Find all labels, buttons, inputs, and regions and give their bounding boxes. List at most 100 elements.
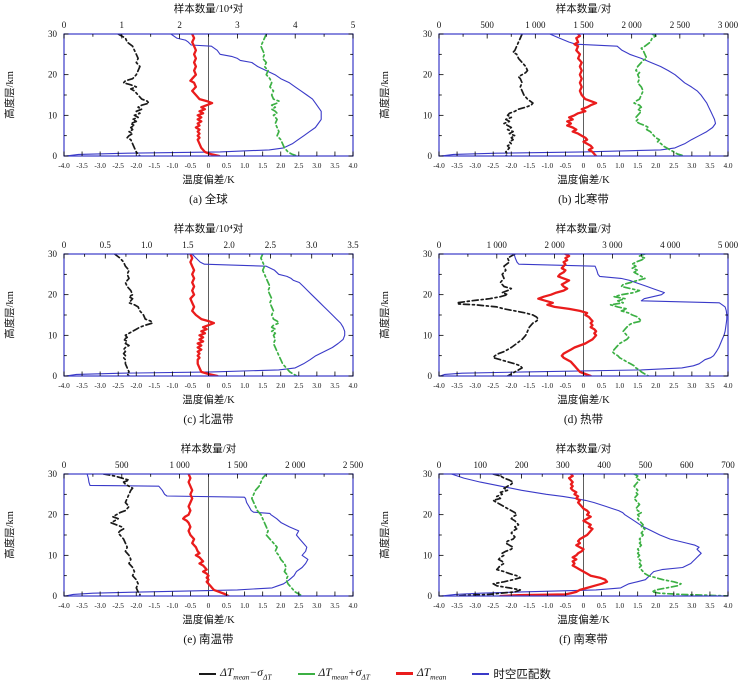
svg-text:0.5: 0.5 — [222, 601, 231, 610]
subplot-e: 0 500 1 000 1 500 2 000 2 500 -4.0 -3.5 -3.0 -2.5… — [0, 440, 375, 660]
svg-text:-3.0: -3.0 — [469, 381, 481, 390]
top-axis-title: 样本数量/对 — [556, 2, 612, 15]
svg-text:-0.5: -0.5 — [560, 161, 572, 170]
legend-swatch-icon — [395, 672, 413, 676]
b-match_count-line — [440, 34, 717, 156]
top-axis-title: 样本数量/对 — [556, 222, 612, 235]
top-axis-title: 样本数量/对 — [556, 442, 612, 455]
svg-text:4.0: 4.0 — [723, 381, 732, 390]
c-t_mean_plus_sigma-line — [260, 254, 298, 376]
f-match_count-line — [440, 474, 702, 596]
svg-text:600: 600 — [680, 460, 694, 470]
svg-text:2.0: 2.0 — [651, 601, 660, 610]
svg-text:2.5: 2.5 — [669, 601, 678, 610]
y-axis-title: 高度层/km — [3, 71, 16, 119]
b-t_mean_plus_sigma-line — [633, 34, 686, 156]
y-axis-title: 高度层/km — [3, 291, 16, 339]
svg-text:2: 2 — [177, 20, 182, 30]
svg-text:-4.0: -4.0 — [58, 381, 70, 390]
subplot-a: 0 1 2 3 4 5 -4.0 -3.5 -3.0 -2.5 -2.0 -1.5 -1.0 -0.5 0 0… — [0, 0, 375, 220]
svg-text:30: 30 — [423, 249, 433, 259]
svg-text:1.0: 1.0 — [240, 161, 249, 170]
svg-text:0.5: 0.5 — [222, 161, 231, 170]
b-t_mean-line — [566, 34, 598, 156]
svg-text:0: 0 — [428, 591, 433, 601]
svg-text:-2.5: -2.5 — [112, 161, 124, 170]
svg-text:0: 0 — [207, 161, 211, 170]
e-t_mean_minus_sigma-line — [102, 474, 141, 596]
svg-text:0: 0 — [62, 20, 67, 30]
svg-text:2.0: 2.0 — [276, 601, 285, 610]
d-t_mean_minus_sigma-line — [456, 254, 540, 376]
svg-text:3.5: 3.5 — [705, 381, 714, 390]
top-axis-title: 样本数量/10⁴对 — [174, 222, 244, 235]
svg-text:30: 30 — [48, 29, 58, 39]
series-group — [440, 34, 717, 156]
axis-ticks — [438, 33, 729, 157]
top-axis-title: 样本数量/对 — [181, 442, 237, 455]
svg-text:3.0: 3.0 — [687, 161, 696, 170]
svg-text:-1.0: -1.0 — [542, 601, 554, 610]
svg-text:-3.0: -3.0 — [94, 601, 106, 610]
svg-text:3 000: 3 000 — [718, 20, 739, 30]
series-group — [65, 34, 322, 156]
svg-text:2 000: 2 000 — [622, 20, 643, 30]
svg-text:2.0: 2.0 — [276, 381, 285, 390]
svg-text:2.5: 2.5 — [265, 240, 277, 250]
svg-text:3 000: 3 000 — [602, 240, 623, 250]
y-axis-title: 高度层/km — [378, 291, 391, 339]
svg-text:-1.0: -1.0 — [542, 161, 554, 170]
legend-label: ΔTmean+σΔT — [318, 666, 370, 682]
svg-text:1.0: 1.0 — [240, 381, 249, 390]
svg-text:-2.0: -2.0 — [505, 601, 517, 610]
svg-text:0: 0 — [582, 161, 586, 170]
subplot-a-chart: 0 1 2 3 4 5 -4.0 -3.5 -3.0 -2.5 -2.0 -1.5 -1.0 -0.5 0 0… — [3, 2, 358, 186]
svg-text:0.5: 0.5 — [597, 601, 606, 610]
svg-text:300: 300 — [556, 460, 570, 470]
svg-text:-3.0: -3.0 — [469, 161, 481, 170]
svg-text:30: 30 — [423, 469, 433, 479]
svg-text:4.0: 4.0 — [723, 601, 732, 610]
svg-text:4.0: 4.0 — [348, 381, 357, 390]
svg-text:0.5: 0.5 — [222, 381, 231, 390]
svg-text:2.0: 2.0 — [651, 161, 660, 170]
d-t_mean-line — [537, 254, 598, 376]
svg-text:-2.5: -2.5 — [112, 381, 124, 390]
svg-text:-1.5: -1.5 — [524, 601, 536, 610]
svg-text:3.0: 3.0 — [687, 381, 696, 390]
svg-text:2 000: 2 000 — [285, 460, 306, 470]
svg-text:500: 500 — [639, 460, 653, 470]
svg-text:1.5: 1.5 — [258, 601, 267, 610]
series-group — [439, 254, 728, 376]
svg-text:1.5: 1.5 — [258, 381, 267, 390]
svg-text:0: 0 — [428, 151, 433, 161]
svg-text:2.5: 2.5 — [294, 161, 303, 170]
bottom-axis-title: 温度偏差/K — [182, 613, 235, 626]
svg-text:200: 200 — [515, 460, 529, 470]
svg-text:-2.0: -2.0 — [505, 381, 517, 390]
svg-text:-3.5: -3.5 — [76, 601, 88, 610]
e-match_count-line — [64, 474, 309, 596]
legend-item-3: 时空匹配数 — [472, 666, 551, 682]
svg-text:20: 20 — [48, 70, 58, 80]
svg-text:10: 10 — [48, 550, 58, 560]
svg-text:20: 20 — [423, 290, 433, 300]
series-group — [65, 254, 346, 376]
bottom-axis-title: 温度偏差/K — [557, 393, 610, 406]
legend-item-2: ΔTmean — [395, 667, 446, 681]
axis-ticks — [63, 473, 354, 597]
svg-text:3.5: 3.5 — [330, 381, 339, 390]
legend-swatch-icon — [472, 673, 490, 675]
legend-item-1: ΔTmean+σΔT — [297, 666, 370, 682]
svg-text:-0.5: -0.5 — [560, 381, 572, 390]
subplot-c: 0 0.5 1.0 1.5 2.0 2.5 3.0 3.5 -4.0 -3.5 -3.0 -2.5 -2… — [0, 220, 375, 440]
svg-text:-3.0: -3.0 — [94, 161, 106, 170]
legend-item-0: ΔTmean−σΔT — [199, 667, 272, 681]
legend-swatch-icon — [297, 672, 315, 675]
svg-text:0: 0 — [437, 20, 442, 30]
subplot-c-caption: (c) 北温带 — [183, 414, 234, 426]
svg-text:-1.0: -1.0 — [542, 381, 554, 390]
subplot-f-chart: 0 100 200 300 400 500 600 700-4.0 -3.5 -3.0 -2.5 -2… — [378, 442, 735, 626]
svg-text:-3.0: -3.0 — [94, 381, 106, 390]
subplot-e-chart: 0 500 1 000 1 500 2 000 2 500 -4.0 -3.5 -3.0 -2.5… — [3, 442, 364, 626]
